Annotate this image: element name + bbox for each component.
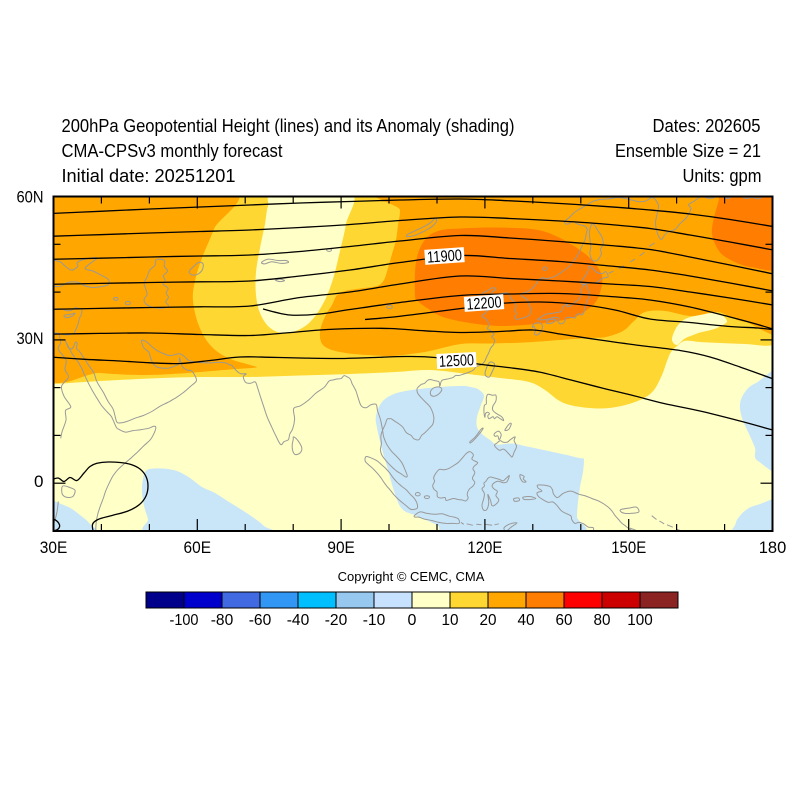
svg-text:120E: 120E	[467, 538, 502, 557]
svg-text:CMA-CPSv3 monthly forecast: CMA-CPSv3 monthly forecast	[62, 141, 283, 161]
svg-text:Units: gpm: Units: gpm	[683, 166, 762, 186]
svg-text:150E: 150E	[611, 538, 646, 557]
svg-text:Ensemble Size = 21: Ensemble Size = 21	[615, 141, 761, 161]
svg-text:-10: -10	[363, 612, 386, 629]
svg-text:-80: -80	[211, 612, 234, 629]
svg-text:12200: 12200	[466, 294, 502, 313]
svg-text:12500: 12500	[439, 352, 475, 371]
svg-text:Copyright © CEMC, CMA: Copyright © CEMC, CMA	[338, 569, 485, 584]
svg-text:60E: 60E	[184, 538, 212, 557]
svg-text:100: 100	[627, 612, 653, 629]
svg-text:0: 0	[408, 612, 417, 629]
svg-text:0: 0	[34, 472, 43, 491]
svg-text:-60: -60	[249, 612, 272, 629]
svg-text:80: 80	[594, 612, 611, 629]
svg-text:60: 60	[556, 612, 573, 629]
svg-text:40: 40	[518, 612, 535, 629]
svg-text:-20: -20	[325, 612, 348, 629]
svg-text:Initial date: 20251201: Initial date: 20251201	[62, 166, 236, 186]
svg-text:60N: 60N	[17, 188, 44, 207]
svg-text:Dates: 202605: Dates: 202605	[653, 116, 761, 136]
svg-text:-40: -40	[287, 612, 310, 629]
svg-text:10: 10	[442, 612, 459, 629]
svg-text:-100: -100	[170, 612, 199, 629]
svg-text:200hPa Geopotential Height (li: 200hPa Geopotential Height (lines) and i…	[62, 116, 515, 136]
svg-text:20: 20	[480, 612, 497, 629]
svg-text:180: 180	[759, 538, 787, 557]
svg-text:30N: 30N	[17, 329, 44, 348]
svg-text:11900: 11900	[427, 247, 463, 266]
svg-text:30E: 30E	[40, 538, 68, 557]
svg-text:90E: 90E	[327, 538, 355, 557]
